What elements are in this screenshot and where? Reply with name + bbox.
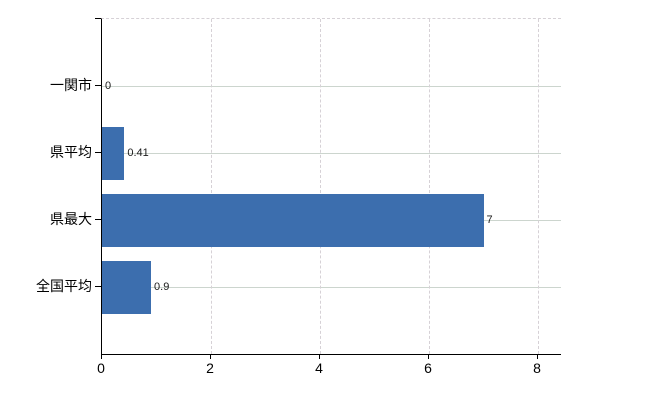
bar-value-label: 0.9 [154, 281, 170, 293]
category-label: 県最大 [50, 211, 92, 227]
gridline-vertical [538, 19, 539, 354]
x-tick-label: 2 [206, 360, 214, 376]
gridline-horizontal [102, 287, 561, 288]
category-label: 県平均 [50, 144, 92, 160]
gridline-vertical [320, 19, 321, 354]
bar-value-label: 0.41 [127, 147, 149, 159]
plot-area: 0 0.41 7 0.9 [101, 18, 561, 355]
category-label: 一関市 [50, 77, 92, 93]
y-tick [95, 219, 101, 220]
x-tick [210, 354, 211, 359]
gridline-vertical [211, 19, 212, 354]
gridline-vertical [429, 19, 430, 354]
x-tick [101, 354, 102, 359]
x-tick [537, 354, 538, 359]
x-tick [319, 354, 320, 359]
bar [102, 193, 484, 247]
y-tick [95, 286, 101, 287]
x-tick-label: 0 [97, 360, 105, 376]
y-tick [95, 152, 101, 153]
x-tick-label: 4 [315, 360, 323, 376]
y-axis-top-tick [95, 18, 101, 19]
gridline-horizontal [102, 153, 561, 154]
bar-value-label: 0 [105, 80, 112, 92]
gridline-horizontal [102, 86, 561, 87]
category-label: 全国平均 [36, 278, 92, 294]
x-tick-label: 6 [424, 360, 432, 376]
x-tick [428, 354, 429, 359]
bar [102, 260, 152, 314]
x-tick-label: 8 [533, 360, 541, 376]
y-tick [95, 85, 101, 86]
bar [102, 126, 125, 180]
bar-value-label: 7 [486, 214, 493, 226]
